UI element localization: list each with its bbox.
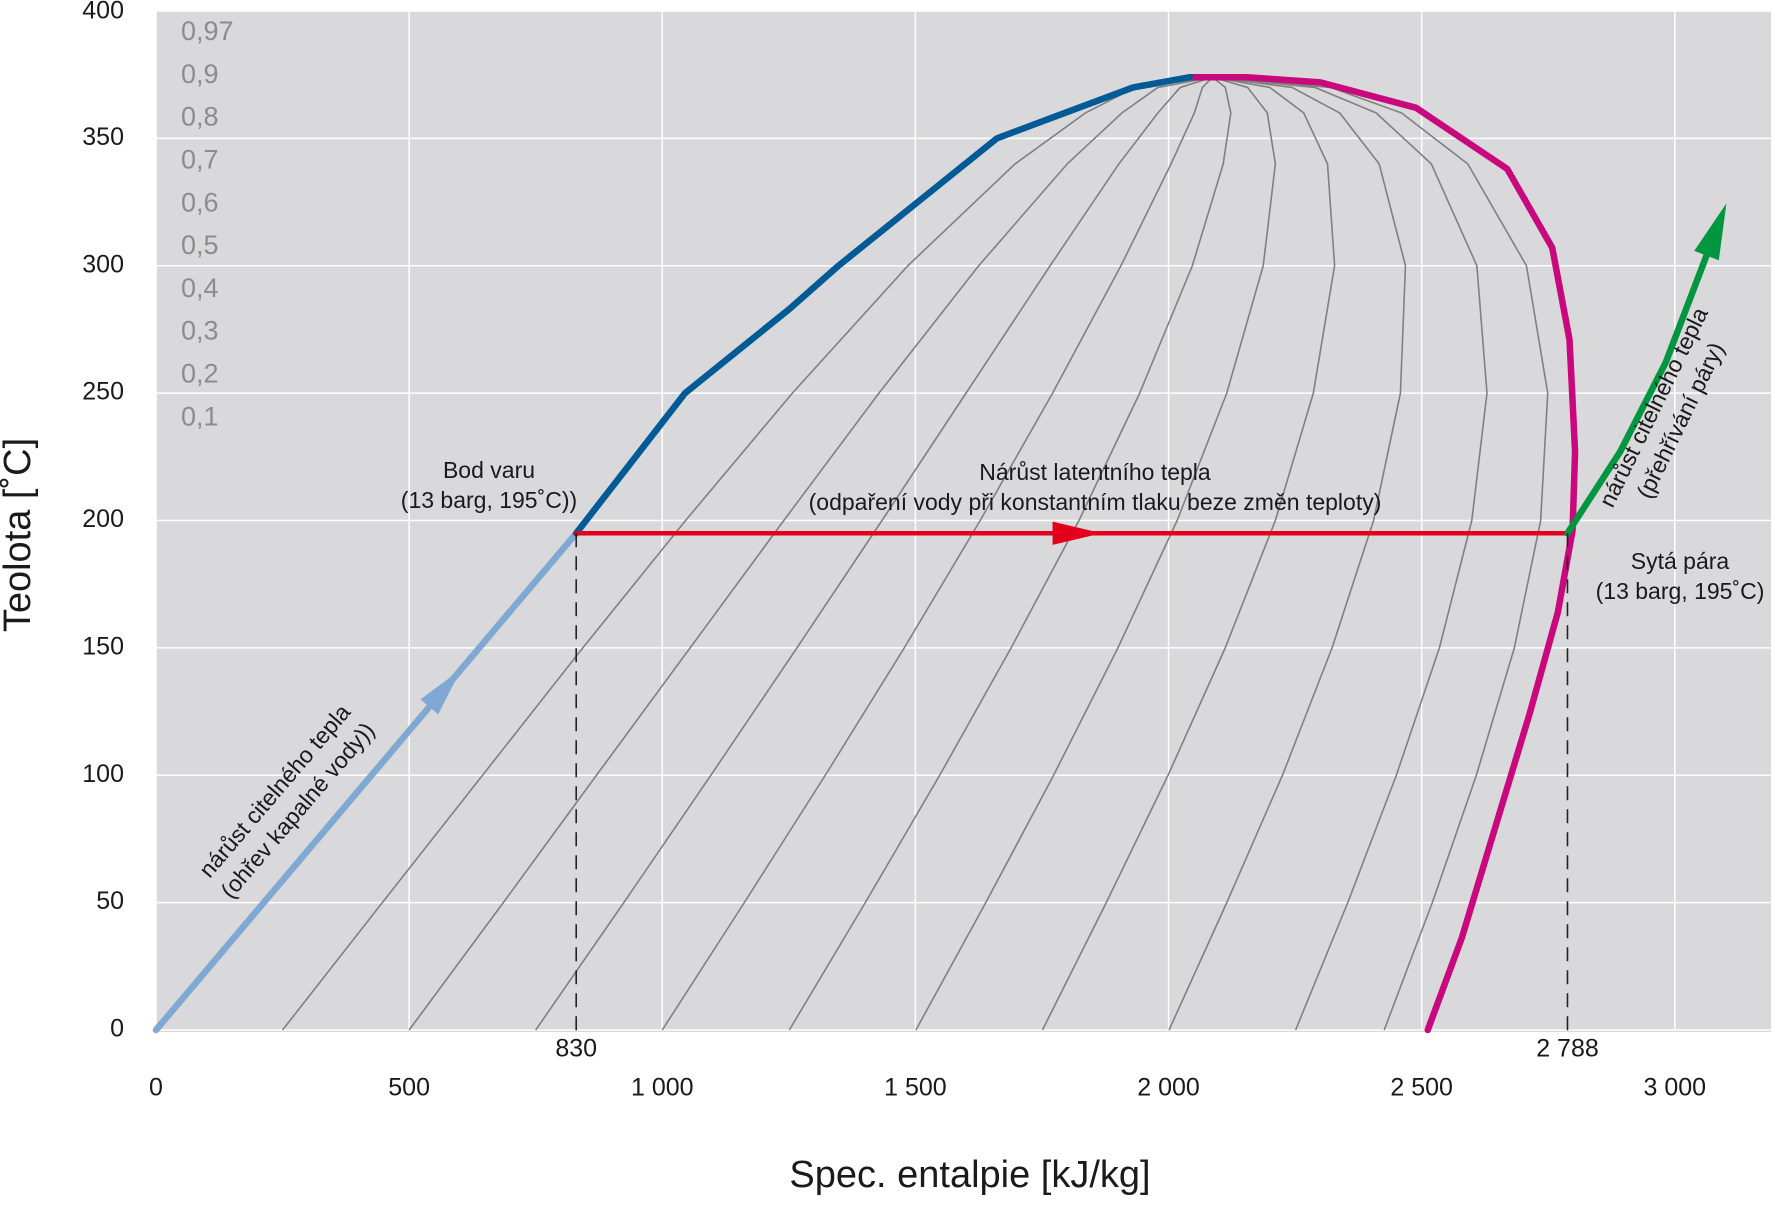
- curve: [1564, 231, 1718, 537]
- grid: [155, 10, 1771, 1031]
- marker-label: 830: [555, 1035, 597, 1063]
- x-tick-label: 1 000: [631, 1074, 694, 1102]
- arrow-head: [1052, 521, 1102, 545]
- annotation: Nárůst latentního tepla: [979, 459, 1211, 485]
- quality-line: [1212, 76, 1549, 1031]
- arrow-head: [420, 669, 462, 715]
- curve: [572, 73, 1194, 537]
- x-tick-label: 2 000: [1137, 1074, 1200, 1102]
- y-tick-label: 100: [82, 760, 124, 788]
- quality-label: 0,1: [181, 401, 219, 431]
- quality-line: [1168, 76, 1407, 1031]
- y-axis-title: Teolota [˚C]: [0, 438, 39, 632]
- x-tick-label: 1 500: [884, 1074, 947, 1102]
- quality-line: [788, 76, 1232, 1031]
- x-tick-label: 500: [388, 1074, 430, 1102]
- quality-label: 0,8: [181, 102, 219, 132]
- curves: [152, 73, 1727, 1035]
- curve: [1186, 73, 1579, 1034]
- quality-label: 0,3: [181, 316, 219, 346]
- quality-line: [915, 76, 1277, 1031]
- annotation: (13 barg, 195˚C): [1596, 578, 1765, 604]
- y-tick-label: 400: [82, 0, 124, 25]
- curve: [152, 529, 580, 1034]
- quality-label: 0,5: [181, 230, 219, 260]
- annotation: (odpaření vody při konstantním tlaku bez…: [809, 489, 1382, 515]
- annotation: (13 barg, 195˚C)): [401, 487, 577, 513]
- quality-label: 0,97: [181, 16, 234, 46]
- quality-label: 0,4: [181, 273, 219, 303]
- y-tick-label: 50: [96, 887, 124, 915]
- y-tick-label: 0: [110, 1015, 124, 1043]
- y-tick-label: 300: [82, 250, 124, 278]
- annotation: Sytá pára: [1631, 548, 1730, 574]
- quality-line: [281, 76, 1213, 1031]
- quality-label: 0,7: [181, 145, 219, 175]
- quality-label: 0,9: [181, 59, 219, 89]
- plot-area: [156, 11, 1771, 1032]
- x-tick-label: 2 500: [1390, 1074, 1453, 1102]
- y-tick-label: 250: [82, 378, 124, 406]
- x-axis-title: Spec. entalpie [kJ/kg]: [789, 1154, 1150, 1196]
- y-tick-label: 350: [82, 123, 124, 151]
- quality-label: 0,6: [181, 187, 219, 217]
- quality-line: [408, 76, 1213, 1031]
- annotation: Bod varu: [443, 457, 535, 483]
- marker-label: 2 788: [1536, 1035, 1599, 1063]
- quality-line: [1212, 76, 1488, 1031]
- x-tick-label: 0: [149, 1074, 163, 1102]
- quality-label: 0,2: [181, 359, 219, 389]
- x-tick-label: 3 000: [1644, 1074, 1707, 1102]
- y-tick-label: 200: [82, 505, 124, 533]
- quality-line: [661, 76, 1214, 1031]
- quality-line: [1041, 76, 1336, 1031]
- y-tick-label: 150: [82, 632, 124, 660]
- quality-line: [535, 76, 1213, 1031]
- arrow-head: [1694, 203, 1727, 261]
